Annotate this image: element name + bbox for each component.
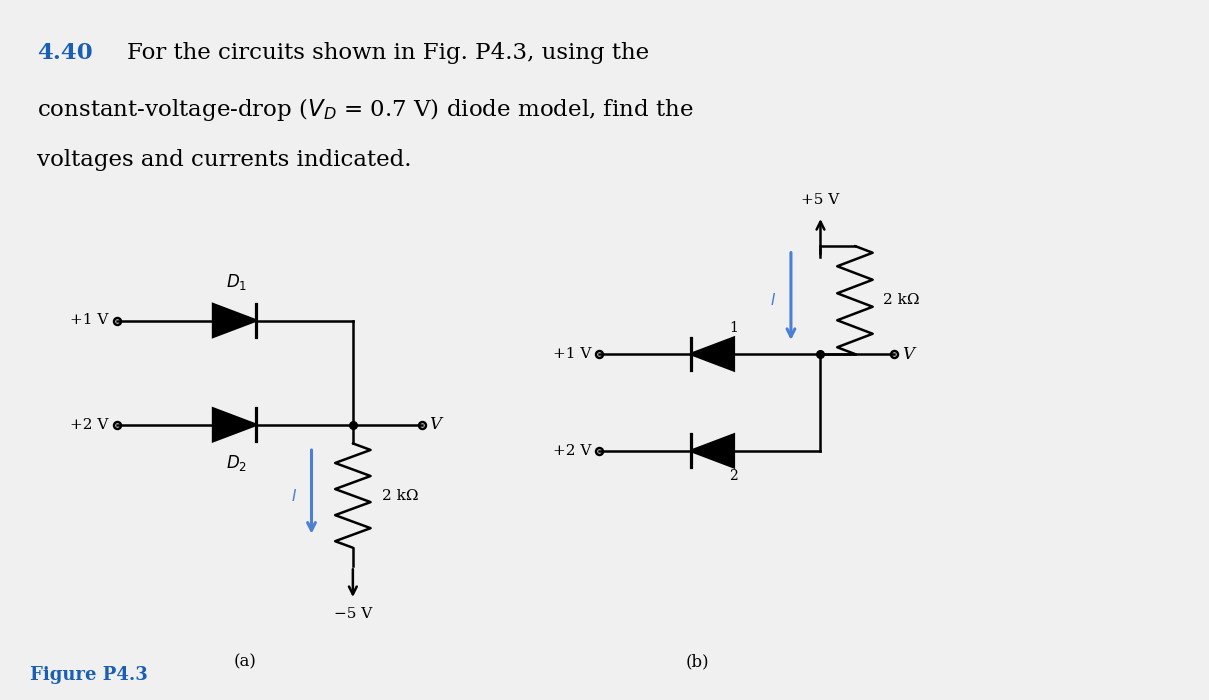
Text: $D_1$: $D_1$	[226, 272, 248, 292]
Text: 2 kΩ: 2 kΩ	[382, 489, 418, 503]
Text: 1: 1	[729, 321, 739, 335]
Text: (b): (b)	[686, 654, 710, 671]
Text: For the circuits shown in Fig. P4.3, using the: For the circuits shown in Fig. P4.3, usi…	[127, 42, 649, 64]
Text: 2 kΩ: 2 kΩ	[883, 293, 919, 307]
Polygon shape	[213, 304, 256, 337]
Polygon shape	[690, 337, 734, 370]
Text: $D_2$: $D_2$	[226, 453, 247, 473]
Text: +1 V: +1 V	[70, 314, 109, 328]
Text: +2 V: +2 V	[70, 418, 109, 432]
Text: 4.40: 4.40	[36, 42, 93, 64]
Text: voltages and currents indicated.: voltages and currents indicated.	[36, 150, 411, 171]
Text: +2 V: +2 V	[553, 444, 591, 458]
Text: (a): (a)	[233, 654, 256, 671]
Text: constant-voltage-drop ($V_D$ = 0.7 V) diode model, find the: constant-voltage-drop ($V_D$ = 0.7 V) di…	[36, 96, 693, 123]
Text: $I$: $I$	[770, 292, 776, 308]
Text: V: V	[902, 346, 914, 363]
Polygon shape	[690, 435, 734, 468]
Text: V: V	[429, 416, 441, 433]
Text: $I$: $I$	[290, 488, 296, 503]
Text: Figure P4.3: Figure P4.3	[30, 666, 147, 684]
Text: −5 V: −5 V	[334, 608, 372, 622]
Text: +5 V: +5 V	[802, 193, 839, 207]
Polygon shape	[213, 408, 256, 441]
Text: 2: 2	[729, 470, 739, 484]
Text: +1 V: +1 V	[553, 347, 591, 361]
